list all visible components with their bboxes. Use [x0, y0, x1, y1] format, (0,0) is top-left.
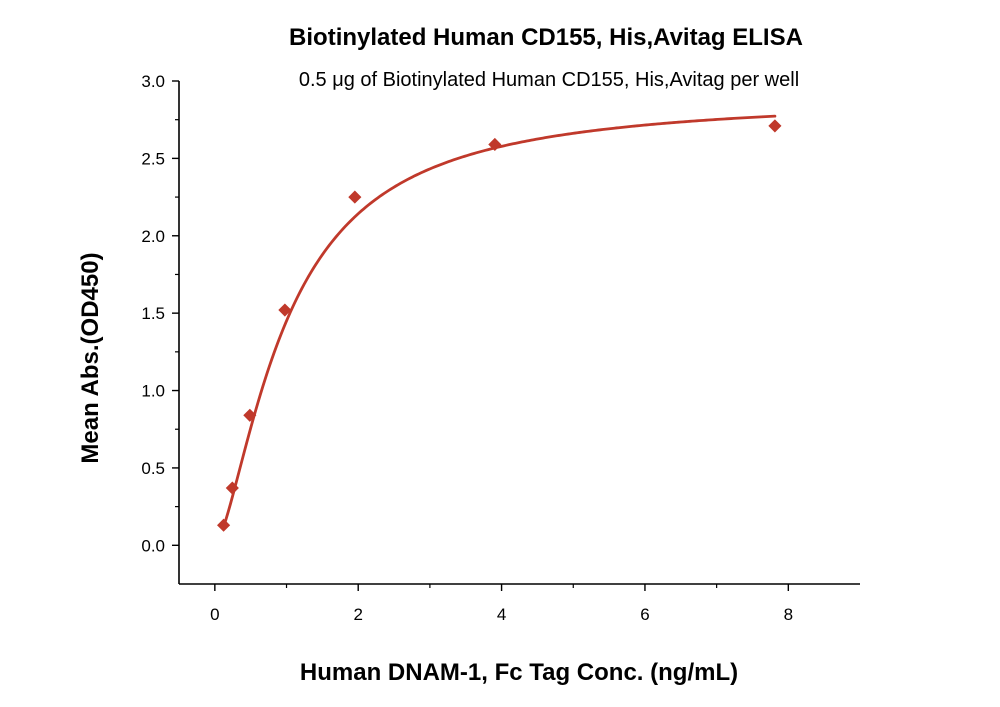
x-tick-label: 0 — [210, 605, 219, 624]
data-point — [278, 303, 292, 317]
y-tick-label: 1.5 — [141, 304, 165, 323]
y-tick-label: 0.5 — [141, 459, 165, 478]
y-tick-label: 0.0 — [141, 536, 165, 555]
x-tick-label: 6 — [640, 605, 649, 624]
data-points-layer — [217, 119, 782, 532]
data-point — [217, 518, 231, 532]
data-point — [348, 190, 362, 204]
data-point — [243, 408, 257, 422]
axes: 0.0 0.5 1.0 1.5 2.0 2.5 3.0 0 2 4 6 8 — [141, 72, 860, 624]
y-axis-label: Mean Abs.(OD450) — [77, 252, 104, 463]
data-point — [225, 481, 239, 495]
x-tick-label: 4 — [497, 605, 506, 624]
x-axis-label: Human DNAM-1, Fc Tag Conc. (ng/mL) — [300, 659, 738, 686]
chart-subtitle: 0.5 μg of Biotinylated Human CD155, His,… — [299, 69, 799, 91]
chart-title: Biotinylated Human CD155, His,Avitag ELI… — [289, 24, 803, 51]
data-point — [768, 119, 782, 133]
y-tick-label: 3.0 — [141, 72, 165, 91]
y-tick-label: 2.0 — [141, 227, 165, 246]
fit-curve — [222, 114, 777, 529]
x-tick-label: 2 — [353, 605, 362, 624]
y-tick-label: 1.0 — [141, 382, 165, 401]
data-point — [488, 137, 502, 152]
x-tick-label: 8 — [784, 605, 793, 624]
fit-curve-layer — [222, 114, 777, 529]
y-tick-label: 2.5 — [141, 149, 165, 168]
